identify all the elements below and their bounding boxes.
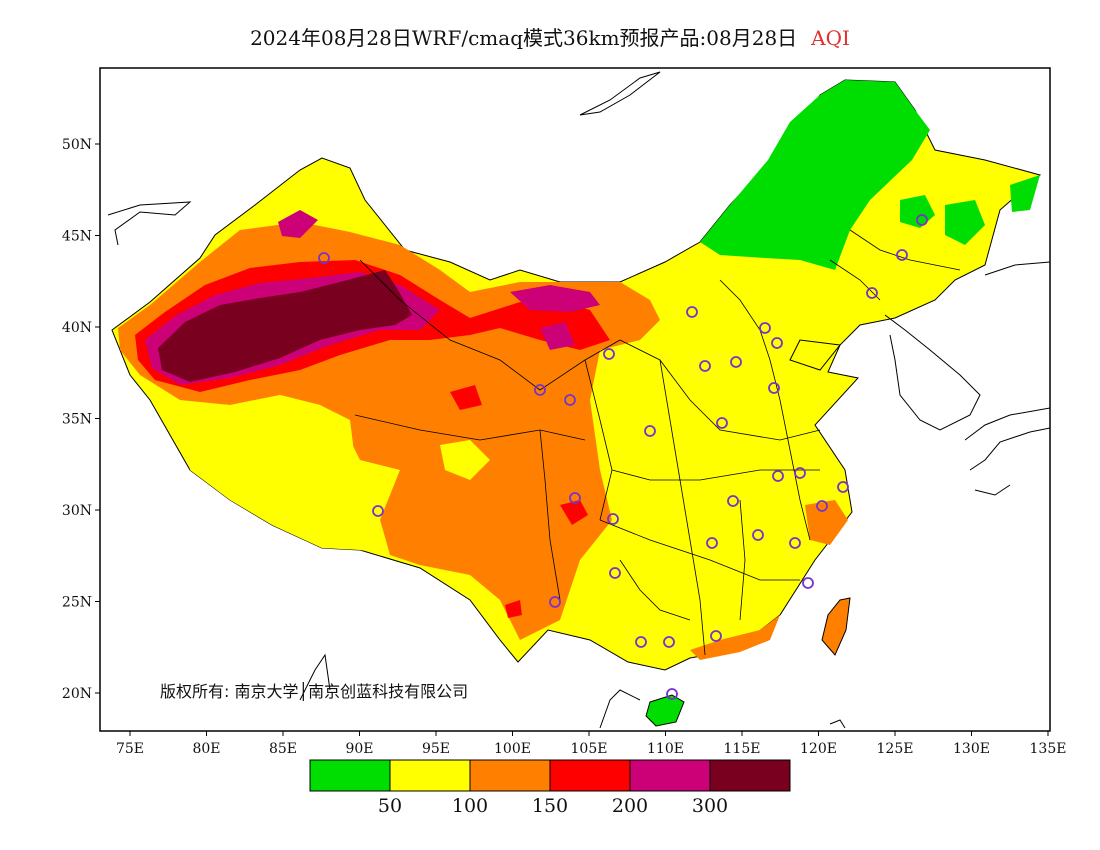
station-marker [802, 577, 814, 589]
x-axis: 75E 80E 85E 90E 95E 100E 105E 110E 115E 120E 125E 1… [116, 731, 1067, 757]
tibet-yellow [180, 395, 390, 555]
sichuan-red [560, 500, 588, 525]
neighbour-outlines [107, 71, 1050, 729]
station-marker [663, 636, 675, 648]
north-magenta [510, 285, 600, 312]
y-tick-label: 25N [62, 595, 92, 611]
y-tick-label: 50N [62, 137, 92, 153]
y-tick-label: 40N [62, 320, 92, 336]
colorbar-label: 300 [692, 795, 728, 817]
y-tick-label: 35N [62, 412, 92, 428]
x-tick-label: 95E [422, 741, 450, 757]
x-tick-label: 80E [192, 741, 220, 757]
colorbar-label: 200 [612, 795, 648, 817]
ningxia-magenta [540, 322, 575, 350]
map-title: 2024年08月28日WRF/cmaq模式36km预报产品:08月28日 AQI [0, 22, 1100, 51]
station-marker [896, 249, 908, 261]
station-marker [699, 360, 711, 372]
title-variable: AQI [811, 26, 850, 50]
north-red [450, 385, 482, 410]
station-marker [789, 537, 801, 549]
south-coast-orange [690, 615, 780, 660]
x-tick-label: 115E [724, 741, 761, 757]
east-coast-orange [805, 500, 848, 545]
y-tick-label: 30N [62, 503, 92, 519]
x-tick-label: 135E [1030, 741, 1067, 757]
station-marker [730, 356, 742, 368]
colorbar-swatch [309, 759, 391, 792]
colorbar-swatch [709, 759, 791, 792]
station-marker [771, 337, 783, 349]
x-tick-label: 90E [345, 741, 373, 757]
station-marker [752, 529, 764, 541]
title-text: 2024年08月28日WRF/cmaq模式36km预报产品:08月28日 [250, 26, 798, 50]
station-marker [772, 470, 784, 482]
x-tick-label: 110E [647, 741, 684, 757]
northeast-green [700, 80, 930, 270]
tarim-maroon [158, 270, 412, 382]
colorbar-swatch [629, 759, 711, 792]
station-marker [607, 513, 619, 525]
x-tick-label: 85E [269, 741, 297, 757]
station-marker [372, 505, 384, 517]
station-marker [866, 287, 878, 299]
station-marker [666, 688, 678, 700]
east-green-patch2 [945, 200, 985, 245]
station-marker [759, 322, 771, 334]
tianshan-magenta [278, 210, 318, 238]
station-marker [768, 382, 780, 394]
y-tick-label: 45N [62, 229, 92, 245]
copyright-text: 版权所有: 南京大学│南京创蓝科技有限公司 [160, 681, 468, 701]
station-marker [716, 417, 728, 429]
map-area [107, 71, 1050, 729]
hainan [645, 694, 685, 727]
station-marker [534, 384, 546, 396]
station-marker [644, 425, 656, 437]
station-marker [569, 492, 581, 504]
x-tick-label: 120E [800, 741, 837, 757]
station-marker [916, 214, 928, 226]
x-tick-label: 125E [877, 741, 914, 757]
colorbar-swatch [549, 759, 631, 792]
station-marker [837, 481, 849, 493]
y-axis: 50N 45N 40N 35N 30N 25N 20N [62, 137, 100, 702]
station-marker [609, 567, 621, 579]
station-marker [318, 252, 330, 264]
station-marker [816, 500, 828, 512]
station-markers [318, 214, 928, 700]
colorbar-label: 150 [532, 795, 568, 817]
colorbar-label: 100 [452, 795, 488, 817]
qinghai-yellow [440, 440, 490, 480]
station-marker [564, 394, 576, 406]
x-tick-label: 130E [953, 741, 990, 757]
colorbar-swatch [469, 759, 551, 792]
station-marker [635, 636, 647, 648]
station-marker [603, 348, 615, 360]
taiwan [821, 597, 851, 656]
station-marker [727, 495, 739, 507]
x-tick-label: 75E [116, 741, 144, 757]
station-marker [686, 306, 698, 318]
station-marker [710, 630, 722, 642]
colorbar-label: 50 [378, 795, 402, 817]
yunnan-red [505, 600, 522, 618]
station-marker [549, 596, 561, 608]
x-tick-label: 105E [571, 741, 608, 757]
province-boundaries [354, 229, 961, 656]
station-marker [706, 537, 718, 549]
station-marker [794, 467, 806, 479]
map-frame [99, 67, 1051, 732]
y-tick-label: 20N [62, 686, 92, 702]
x-tick-label: 100E [494, 741, 531, 757]
far-east-green [1010, 175, 1040, 212]
colorbar-swatch [389, 759, 471, 792]
colorbar: 50 100 150 200 300 [309, 759, 791, 817]
